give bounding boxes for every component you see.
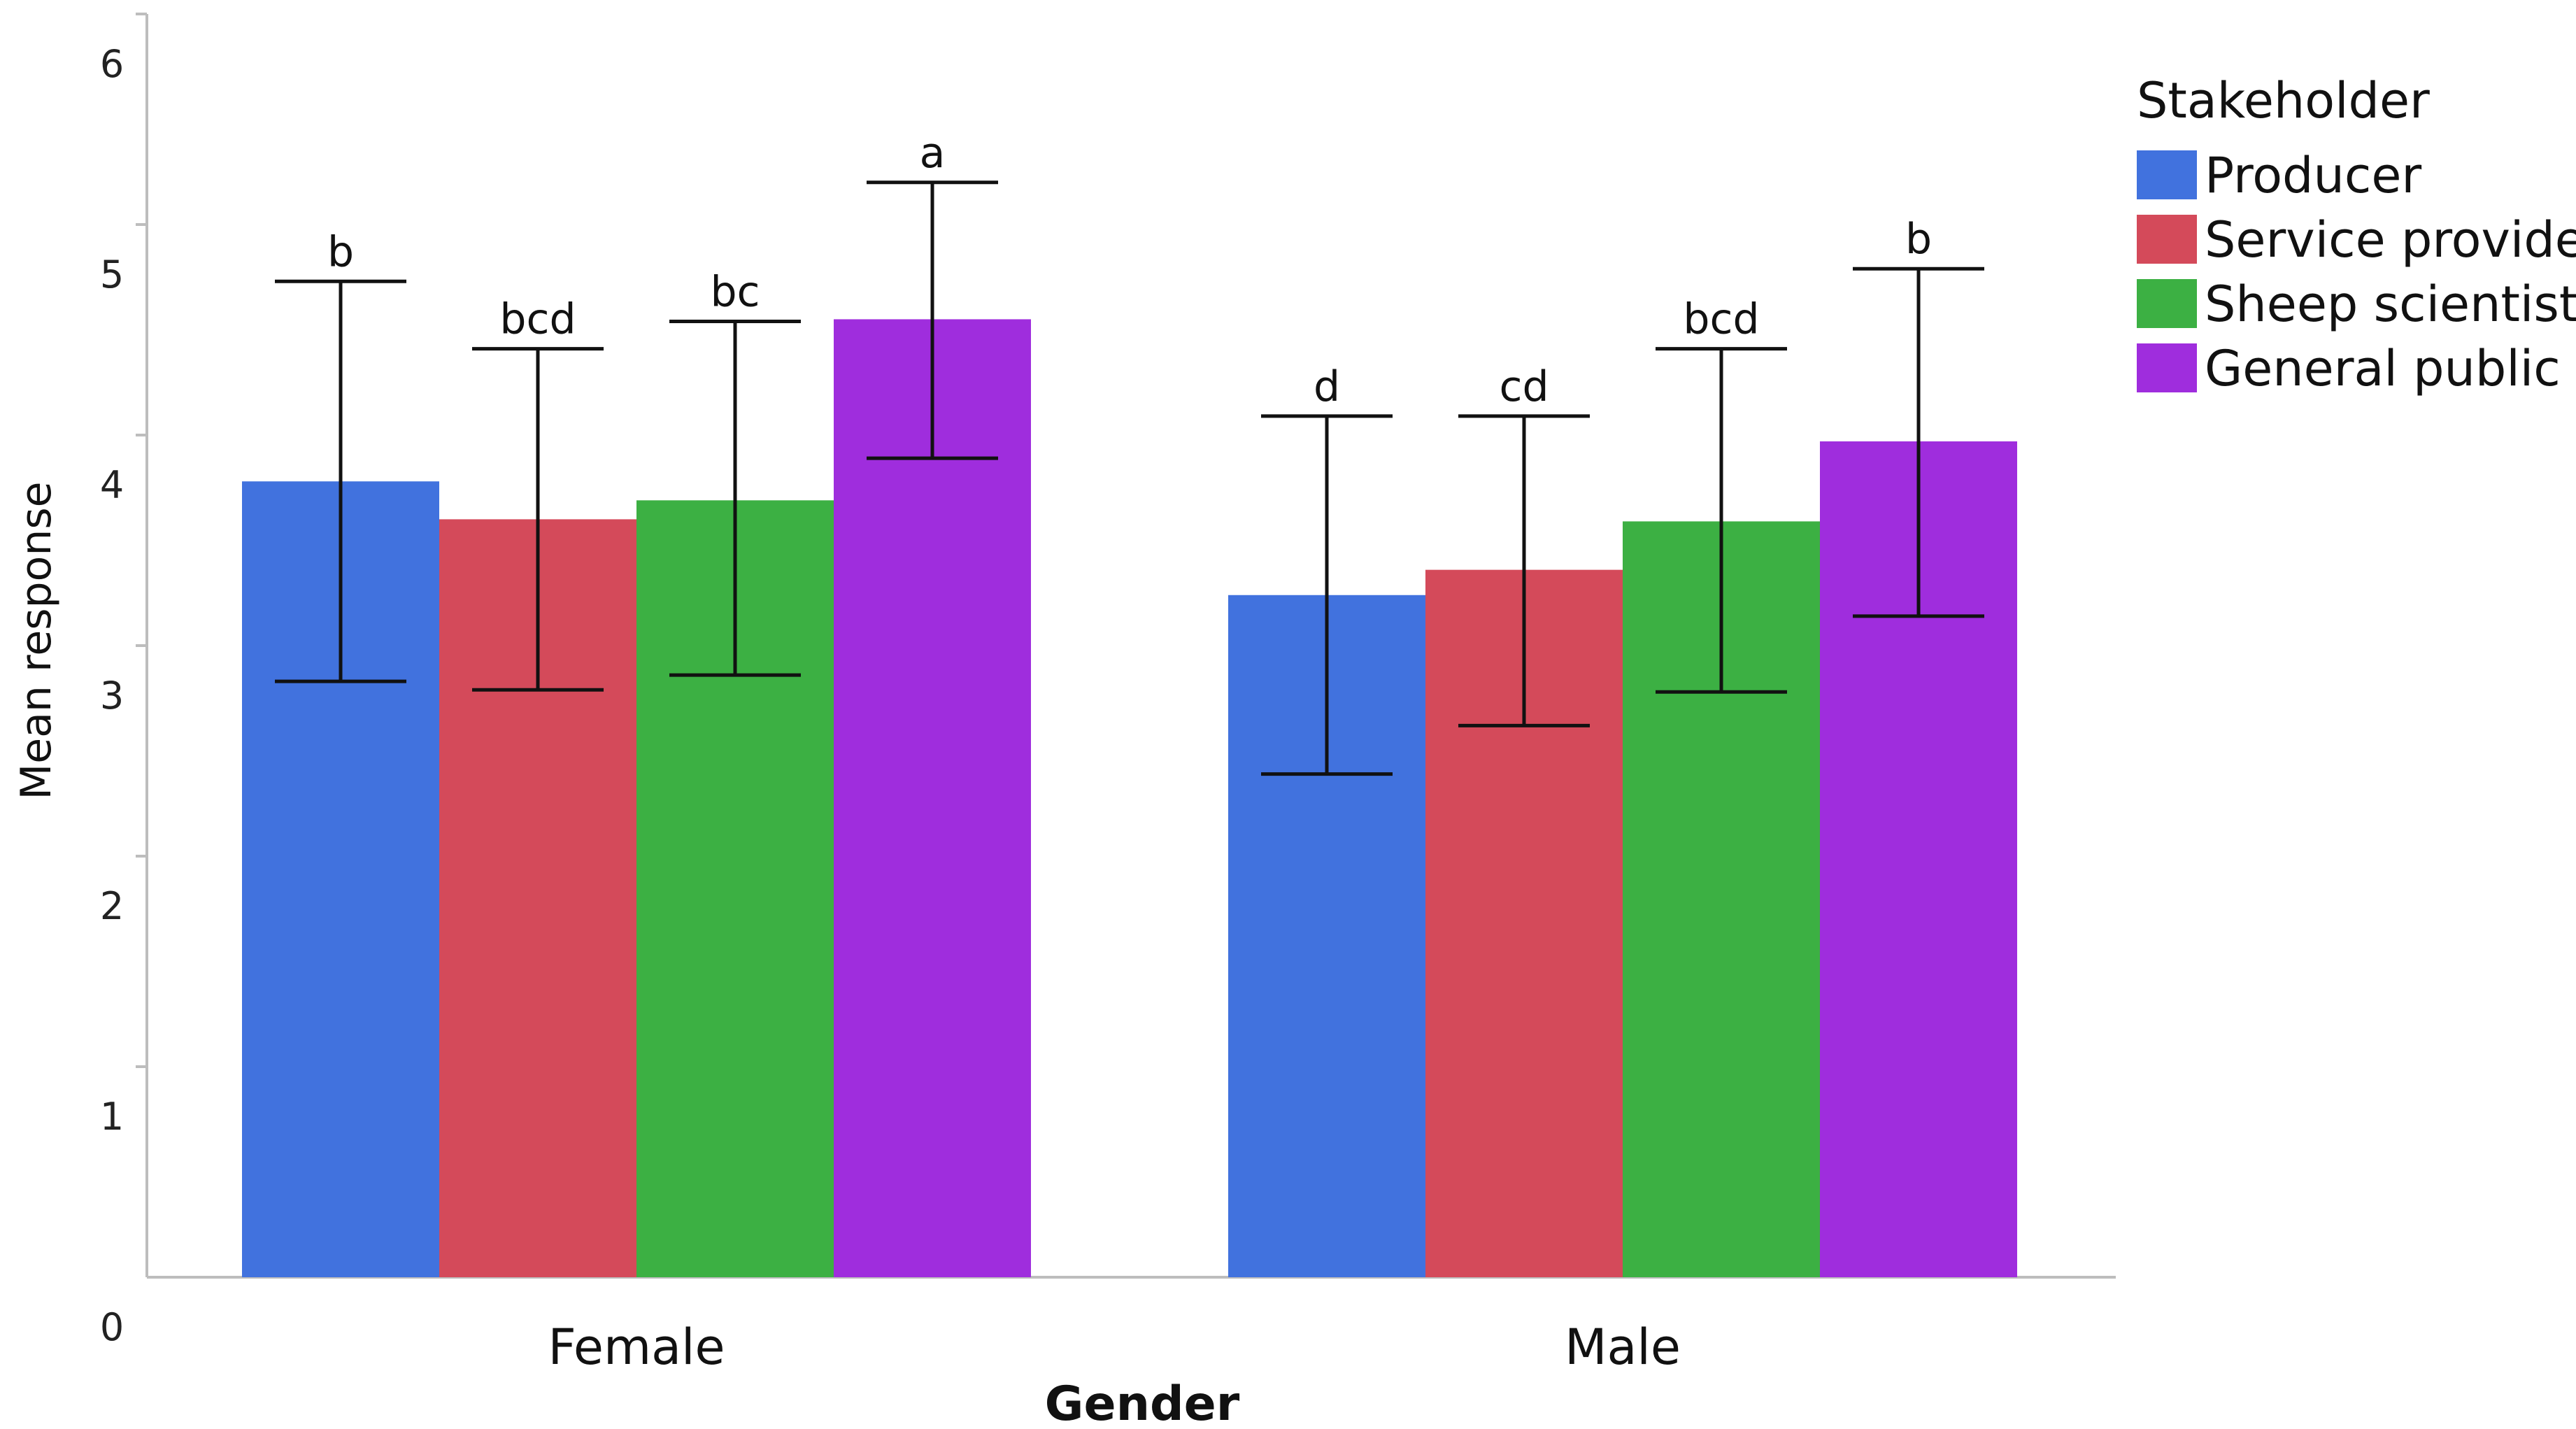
legend-swatch xyxy=(2137,279,2197,328)
x-category-label: Male xyxy=(1565,1318,1681,1376)
significance-label: d xyxy=(1314,362,1340,411)
legend: Stakeholder Producer Service provider Shee… xyxy=(2137,72,2576,397)
legend-swatch xyxy=(2137,215,2197,264)
significance-label: bcd xyxy=(499,295,576,344)
error-bars xyxy=(275,180,1984,776)
y-tick-label: 3 xyxy=(100,674,124,718)
y-tick-label: 0 xyxy=(100,1305,124,1349)
legend-label: Service provider xyxy=(2205,211,2576,269)
significance-label: a xyxy=(920,129,946,178)
significance-label: cd xyxy=(1499,362,1549,411)
y-tick-label: 1 xyxy=(100,1095,124,1139)
significance-label: b xyxy=(327,227,354,276)
legend-label: General public xyxy=(2205,340,2561,397)
x-axis-title: Gender xyxy=(1045,1377,1240,1429)
significance-label: b xyxy=(1905,215,1932,264)
legend-title: Stakeholder xyxy=(2137,72,2430,129)
y-axis-title: Mean response xyxy=(12,481,61,799)
significance-label: bcd xyxy=(1683,295,1759,344)
y-tick-label: 4 xyxy=(100,463,124,507)
y-tick-label: 5 xyxy=(100,253,124,297)
x-category-labels: Female Male xyxy=(548,1318,1680,1376)
y-tick-label: 6 xyxy=(100,42,124,86)
legend-swatch xyxy=(2137,343,2197,392)
legend-swatch xyxy=(2137,150,2197,199)
y-ticks: 0 1 2 3 4 5 6 xyxy=(100,13,147,1349)
legend-label: Producer xyxy=(2205,147,2421,204)
legend-label: Sheep scientist xyxy=(2205,276,2576,333)
y-tick-label: 2 xyxy=(100,884,124,928)
bar xyxy=(834,319,1031,1278)
bars xyxy=(242,319,2017,1278)
x-category-label: Female xyxy=(548,1318,725,1376)
significance-labels: b bcd bc a d cd bcd b xyxy=(327,129,1932,411)
significance-label: bc xyxy=(710,267,760,316)
